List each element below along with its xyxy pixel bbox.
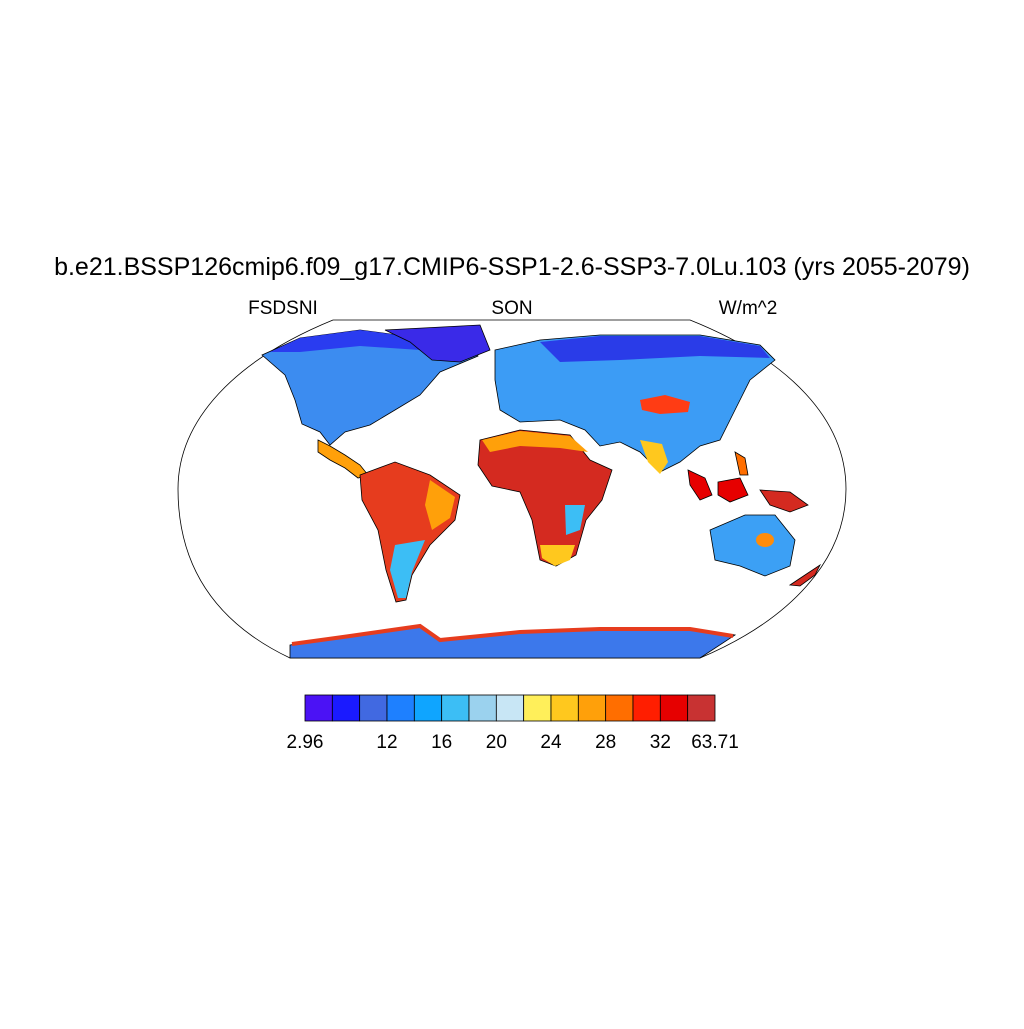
australia (709, 514, 796, 577)
south-america-east (425, 480, 455, 530)
greenland (384, 324, 491, 363)
tibet (640, 395, 690, 414)
africa-south (540, 545, 575, 566)
colorbar-label: 24 (540, 732, 562, 753)
new-zealand (788, 563, 822, 587)
south-america (359, 461, 461, 603)
philippines (734, 451, 749, 476)
colorbar: 2.96 12 16 20 24 28 32 63.71 (287, 694, 739, 753)
colorbar-box (441, 694, 470, 722)
map (177, 319, 847, 659)
colorbar-box (331, 694, 361, 722)
units: W/m^2 (719, 298, 778, 319)
colorbar-box (523, 694, 552, 722)
borneo (717, 477, 749, 503)
colorbar-label: 16 (431, 732, 452, 753)
colorbar-label: 32 (650, 732, 671, 753)
se-asia (687, 469, 713, 501)
colorbar-box (468, 694, 497, 722)
india (640, 440, 668, 474)
season: SON (491, 298, 532, 319)
colorbar-label: 28 (595, 732, 616, 753)
colorbar-label: 20 (486, 732, 507, 753)
africa-east (565, 505, 585, 535)
colorbar-label: 63.71 (691, 732, 739, 753)
south-america-south (390, 540, 425, 598)
eurasia (494, 334, 776, 473)
colorbar-box (386, 694, 415, 722)
colorbar-box (577, 694, 607, 722)
new-guinea (759, 489, 809, 513)
colorbar-box (659, 694, 689, 722)
siberia (540, 336, 770, 362)
africa-north (482, 431, 588, 452)
colorbar-box (413, 694, 443, 722)
colorbar-box (632, 694, 661, 722)
colorbar-box (550, 694, 579, 722)
central-america (317, 439, 369, 479)
colorbar-box (359, 694, 388, 722)
variable-name: FSDSNI (248, 298, 318, 319)
colorbar-label: 2.96 (287, 732, 324, 753)
colorbar-box (304, 694, 333, 722)
title: b.e21.BSSP126cmip6.f09_g17.CMIP6-SSP1-2.… (54, 253, 970, 281)
colorbar-box (605, 694, 634, 722)
colorbar-label: 12 (376, 732, 397, 753)
australia-centre (756, 533, 774, 547)
colorbar-box (495, 694, 525, 722)
colorbar-box (687, 694, 716, 722)
antarctica-edge (291, 623, 734, 646)
